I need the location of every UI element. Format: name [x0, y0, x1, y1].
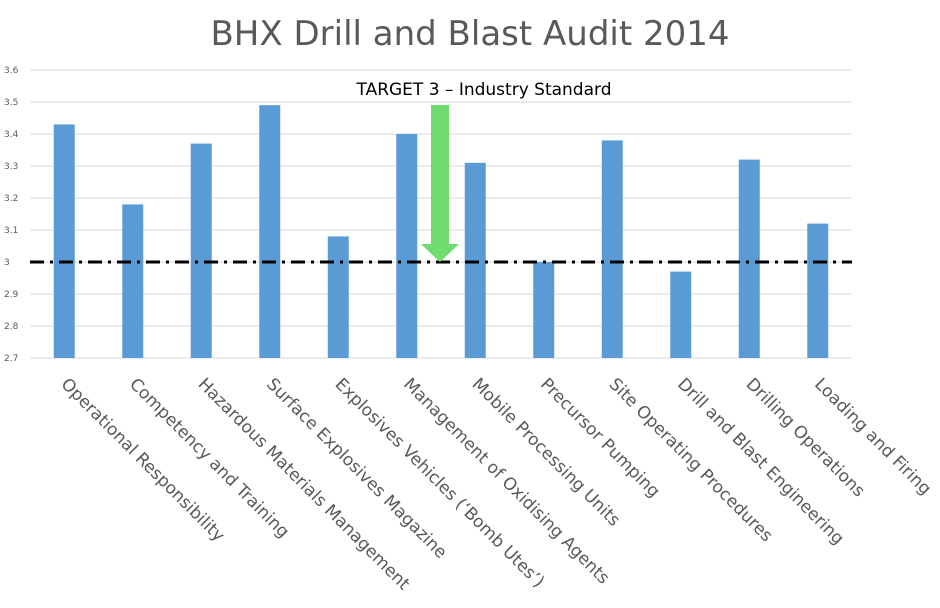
bar: [533, 262, 555, 358]
bar: [738, 159, 760, 358]
y-tick-label: 3.6: [4, 66, 19, 76]
y-tick-label: 3: [4, 258, 10, 268]
bars: [53, 105, 829, 359]
x-tick-label: Drilling Operations: [742, 374, 869, 501]
bar: [259, 105, 281, 358]
bar: [190, 143, 212, 358]
y-tick-label: 3.2: [4, 194, 18, 204]
bar: [327, 236, 349, 358]
x-tick-label: Precursor Pumping: [536, 374, 663, 501]
bar: [464, 162, 486, 358]
y-tick-label: 3.4: [4, 130, 19, 140]
target-label: TARGET 3 – Industry Standard: [356, 80, 612, 100]
y-tick-label: 2.9: [4, 290, 19, 300]
y-tick-label: 3.3: [4, 162, 18, 172]
target-arrow: [421, 105, 459, 262]
y-axis-ticks: 2.7 2.8 2.9 3 3.1 3.2 3.3 3.4 3.5 3.6: [4, 66, 19, 364]
y-tick-label: 3.1: [4, 226, 18, 236]
y-tick-label: 2.8: [4, 322, 19, 332]
chart-title: BHX Drill and Blast Audit 2014: [210, 14, 730, 54]
bar: [807, 223, 829, 358]
x-tick-label: Loading and Firing: [810, 374, 935, 499]
y-tick-label: 3.5: [4, 98, 18, 108]
bar: [396, 134, 418, 358]
bar: [53, 124, 75, 359]
bar: [670, 271, 692, 358]
bar: [122, 204, 144, 358]
bar: [601, 140, 623, 358]
target-arrow-group: [421, 105, 459, 262]
y-tick-label: 2.7: [4, 354, 18, 364]
target-line-group: TARGET 3 – Industry Standard: [30, 80, 852, 264]
